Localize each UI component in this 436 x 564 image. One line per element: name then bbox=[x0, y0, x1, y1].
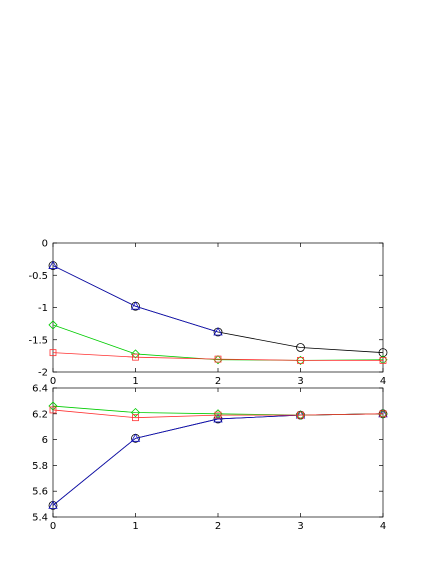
series-4-point bbox=[49, 349, 57, 357]
series-4-point bbox=[297, 356, 304, 364]
x-tick-label: 3 bbox=[297, 521, 303, 532]
x-tick-label: 4 bbox=[380, 521, 386, 532]
x-tick-label: 3 bbox=[297, 376, 303, 387]
series-3-point bbox=[130, 407, 141, 418]
series-2-point bbox=[213, 327, 223, 336]
series-2-point bbox=[130, 433, 141, 442]
series-4-point bbox=[297, 411, 304, 419]
series-line-1 bbox=[52, 265, 384, 354]
y-tick-label: 6.2 bbox=[32, 409, 48, 420]
series-line-3 bbox=[52, 405, 384, 416]
x-tick-label: 1 bbox=[132, 376, 138, 387]
series-4-point bbox=[214, 355, 222, 363]
y-tick-label: -1 bbox=[38, 303, 48, 314]
series-line-2 bbox=[52, 265, 219, 333]
y-tick-label: -1.5 bbox=[28, 335, 48, 346]
series-2-point bbox=[48, 500, 58, 509]
series-4-point bbox=[132, 414, 139, 422]
series-line-1 bbox=[52, 413, 384, 506]
series-4-point bbox=[379, 356, 387, 364]
x-tick-label: 0 bbox=[50, 376, 56, 387]
y-tick-label: 5.8 bbox=[32, 461, 48, 472]
chart-panel-1: 0 1 2 3 4 0 -0.5 -1 -1.5 -2 bbox=[28, 239, 388, 387]
series-3-point bbox=[130, 349, 141, 359]
y-tick-label: 6.4 bbox=[32, 384, 48, 395]
x-tick-label: 2 bbox=[215, 521, 221, 532]
y-tick-label: 6 bbox=[42, 435, 48, 446]
series-4-point bbox=[379, 410, 387, 418]
series-line-4 bbox=[52, 409, 384, 419]
x-tick-label: 1 bbox=[132, 521, 138, 532]
y-tick-label: 5.4 bbox=[32, 513, 48, 524]
series-line-4 bbox=[52, 352, 383, 361]
plot-frame bbox=[52, 242, 384, 373]
y-tick-label: -0.5 bbox=[28, 271, 48, 282]
series-line-2 bbox=[52, 413, 384, 506]
x-tick-label: 0 bbox=[50, 521, 56, 532]
x-tick-label: 4 bbox=[380, 376, 386, 387]
y-tick-label: 5.6 bbox=[32, 487, 48, 498]
chart-panel-2: 0 1 2 3 4 6.4 6.2 6 5.8 5.6 5.4 bbox=[32, 384, 388, 532]
series-4-point bbox=[132, 353, 139, 361]
series-4-point bbox=[49, 406, 57, 414]
y-tick-label: 0 bbox=[42, 239, 48, 250]
series-4-point bbox=[214, 411, 222, 419]
x-tick-label: 2 bbox=[215, 376, 221, 387]
series-2-point bbox=[48, 260, 58, 269]
y-tick-label: -2 bbox=[38, 368, 48, 379]
series-2-point bbox=[130, 301, 141, 310]
series-1-point bbox=[296, 343, 305, 352]
series-1-point bbox=[378, 348, 388, 358]
plot-frame bbox=[52, 387, 384, 518]
series-3-point bbox=[48, 320, 58, 330]
